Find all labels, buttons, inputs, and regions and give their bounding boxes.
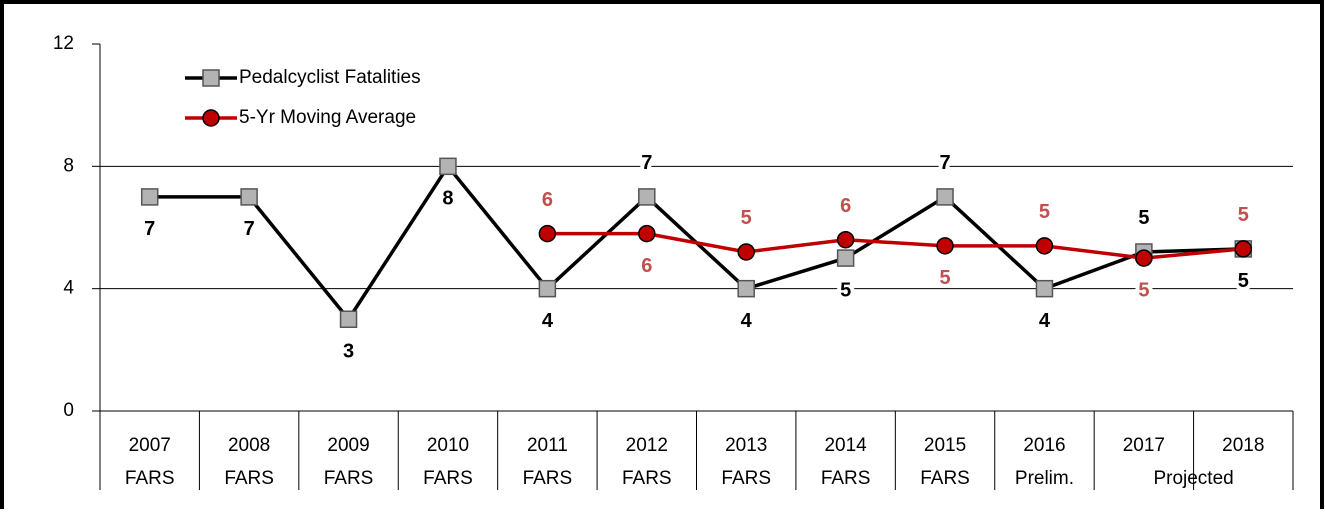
marker (439, 157, 457, 176)
y-tick-label: 12 (53, 33, 74, 54)
marker (638, 188, 656, 206)
marker (1135, 249, 1153, 267)
x-tick-label: 2014 (824, 435, 867, 456)
data-label: 6 (641, 255, 652, 277)
x-tick-label: 2011 (527, 435, 568, 456)
legend-label: 5-Yr Moving Average (239, 107, 416, 128)
data-label: 7 (939, 152, 950, 174)
data-label: 5 (1238, 204, 1249, 226)
y-tick-label: 8 (63, 155, 74, 176)
x-tick-sublabel: Prelim. (1015, 468, 1074, 489)
marker (240, 188, 258, 206)
marker (638, 224, 656, 243)
x-tick-sublabel: FARS (523, 468, 573, 489)
marker (1035, 279, 1054, 298)
data-label: 7 (641, 152, 652, 174)
marker (1035, 237, 1054, 255)
marker (339, 310, 358, 328)
x-tick-label: 2010 (427, 435, 469, 456)
data-label: 4 (741, 310, 753, 332)
marker (140, 188, 159, 206)
x-tick-label: 2007 (129, 435, 171, 456)
series-line (547, 231, 1244, 260)
legend-marker (202, 69, 220, 87)
data-label: 7 (144, 218, 155, 240)
marker (538, 279, 557, 298)
data-label: 3 (343, 341, 354, 363)
x-tick-label: 2018 (1222, 435, 1264, 456)
data-label: 7 (244, 218, 255, 240)
x-tick-label: 2009 (327, 435, 369, 456)
x-tick-label: 2017 (1123, 435, 1165, 456)
data-label: 5 (1039, 201, 1050, 223)
x-tick-sublabel: FARS (125, 468, 175, 489)
marker (737, 279, 755, 298)
marker (936, 237, 954, 255)
x-tick-sublabel: FARS (324, 468, 374, 489)
data-label: 5 (840, 279, 851, 301)
marker (836, 249, 855, 267)
x-tick-sublabel: FARS (821, 468, 871, 489)
data-label: 5 (939, 267, 950, 289)
marker (737, 243, 755, 261)
x-tick-label: 2015 (924, 435, 966, 456)
data-label: 6 (542, 189, 553, 211)
data-label: 4 (542, 310, 554, 332)
x-tick-sublabel: FARS (622, 468, 672, 489)
marker (538, 224, 557, 243)
x-tick-sublabel: FARS (224, 468, 274, 489)
x-tick-label: 2013 (725, 435, 767, 456)
legend-marker (202, 109, 220, 127)
x-tick-sublabel: FARS (721, 468, 771, 489)
marker (836, 230, 855, 249)
data-label: 5 (1238, 270, 1249, 292)
x-tick-label: 2008 (228, 435, 270, 456)
data-label: 5 (741, 207, 752, 229)
data-label: 4 (1039, 310, 1051, 332)
y-tick-label: 4 (63, 278, 74, 299)
x-tick-sublabel: FARS (920, 468, 970, 489)
x-tick-sublabel: FARS (423, 468, 473, 489)
marker (936, 188, 954, 206)
x-tick-label: 2016 (1023, 435, 1065, 456)
x-tick-sublabel: Projected (1153, 468, 1233, 489)
marker (1234, 240, 1253, 258)
data-label: 5 (1138, 279, 1149, 301)
data-label: 8 (442, 188, 453, 210)
data-label: 5 (1138, 207, 1149, 229)
data-label: 6 (840, 195, 851, 217)
x-tick-label: 2012 (626, 435, 668, 456)
y-tick-label: 0 (63, 400, 74, 421)
legend-label: Pedalcyclist Fatalities (239, 67, 421, 88)
